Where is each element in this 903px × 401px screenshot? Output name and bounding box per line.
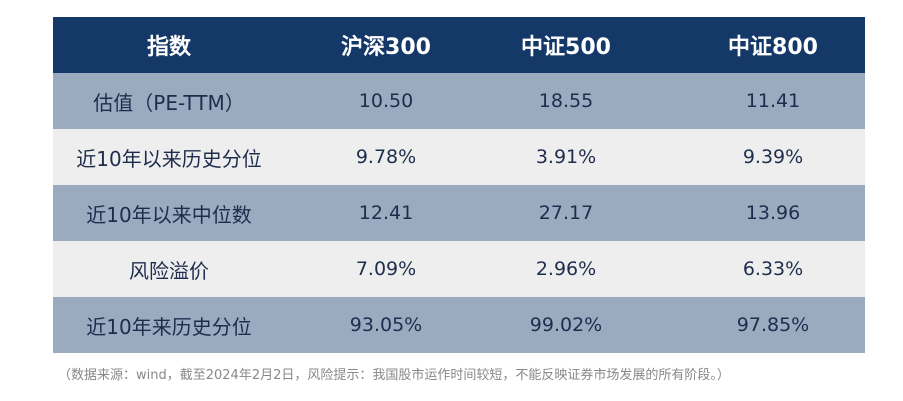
cell-zz800: 9.39% xyxy=(742,146,804,168)
header-index: 指数 xyxy=(146,35,191,60)
cell-zz500: 18.55 xyxy=(538,90,594,112)
row-label: 近10年来历史分位 xyxy=(86,314,252,339)
valuation-table: 指数 沪深300 中证500 中证800 估值（PE-TTM） 10.50 18… xyxy=(53,17,865,353)
header-zz500: 中证500 xyxy=(521,35,611,60)
cell-zz500: 99.02% xyxy=(529,314,603,336)
cell-zz500: 3.91% xyxy=(535,146,597,168)
header-hs300: 沪深300 xyxy=(341,35,431,60)
cell-hs300: 7.09% xyxy=(355,258,417,280)
source-note: （数据来源：wind，截至2024年2月2日，风险提示：我国股市运作时间较短，不… xyxy=(58,368,730,383)
table-row: 近10年来历史分位 93.05% 99.02% 97.85% xyxy=(53,297,865,353)
cell-hs300: 12.41 xyxy=(358,202,414,224)
table-header-row: 指数 沪深300 中证500 中证800 xyxy=(53,17,865,73)
cell-hs300: 10.50 xyxy=(358,90,414,112)
table-row: 风险溢价 7.09% 2.96% 6.33% xyxy=(53,241,865,297)
cell-zz800: 97.85% xyxy=(736,314,810,336)
row-label: 近10年以来历史分位 xyxy=(76,146,262,171)
cell-hs300: 93.05% xyxy=(349,314,423,336)
table-row: 近10年以来中位数 12.41 27.17 13.96 xyxy=(53,185,865,241)
cell-zz500: 27.17 xyxy=(538,202,594,224)
cell-zz800: 13.96 xyxy=(745,202,801,224)
row-label: 风险溢价 xyxy=(129,258,209,283)
row-label: 近10年以来中位数 xyxy=(86,202,252,227)
table-row: 近10年以来历史分位 9.78% 3.91% 9.39% xyxy=(53,129,865,185)
row-label: 估值（PE-TTM） xyxy=(93,90,245,115)
cell-zz800: 6.33% xyxy=(742,258,804,280)
header-zz800: 中证800 xyxy=(728,35,818,60)
table-row: 估值（PE-TTM） 10.50 18.55 11.41 xyxy=(53,73,865,129)
cell-zz500: 2.96% xyxy=(535,258,597,280)
cell-hs300: 9.78% xyxy=(355,146,417,168)
cell-zz800: 11.41 xyxy=(745,90,801,112)
